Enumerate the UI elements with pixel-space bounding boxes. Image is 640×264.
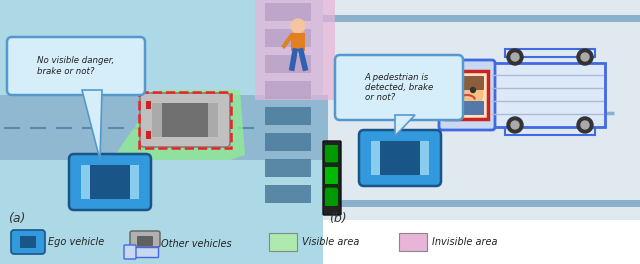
FancyBboxPatch shape [325, 167, 338, 184]
FancyBboxPatch shape [265, 81, 311, 99]
Polygon shape [75, 90, 245, 160]
FancyBboxPatch shape [152, 103, 162, 137]
FancyBboxPatch shape [140, 93, 230, 147]
Circle shape [458, 87, 463, 92]
FancyBboxPatch shape [325, 187, 338, 203]
Text: (a): (a) [8, 212, 26, 225]
FancyBboxPatch shape [376, 141, 424, 175]
Circle shape [451, 77, 483, 109]
Circle shape [511, 53, 519, 61]
FancyBboxPatch shape [490, 63, 605, 127]
FancyBboxPatch shape [69, 154, 151, 210]
Circle shape [507, 117, 523, 133]
Text: Ego vehicle: Ego vehicle [48, 237, 104, 247]
FancyBboxPatch shape [86, 165, 134, 199]
FancyBboxPatch shape [323, 220, 640, 264]
FancyBboxPatch shape [269, 233, 297, 251]
FancyBboxPatch shape [255, 0, 335, 100]
Text: Other vehicles: Other vehicles [161, 239, 232, 249]
FancyBboxPatch shape [20, 236, 36, 248]
FancyBboxPatch shape [0, 0, 323, 220]
FancyBboxPatch shape [323, 0, 640, 220]
Circle shape [581, 121, 589, 129]
FancyBboxPatch shape [359, 130, 441, 186]
Circle shape [470, 87, 476, 92]
FancyBboxPatch shape [446, 71, 488, 119]
FancyBboxPatch shape [291, 33, 305, 51]
Text: Visible area: Visible area [302, 237, 360, 247]
Text: (b): (b) [329, 212, 347, 225]
Circle shape [577, 49, 593, 65]
FancyBboxPatch shape [265, 185, 311, 203]
Circle shape [581, 53, 589, 61]
FancyBboxPatch shape [325, 147, 338, 163]
FancyBboxPatch shape [265, 107, 311, 125]
Text: A pedestrian is
detected, brake
or not?: A pedestrian is detected, brake or not? [365, 73, 433, 102]
FancyBboxPatch shape [132, 247, 158, 257]
FancyBboxPatch shape [420, 141, 429, 175]
FancyBboxPatch shape [265, 55, 311, 73]
FancyBboxPatch shape [265, 159, 311, 177]
Circle shape [577, 117, 593, 133]
FancyBboxPatch shape [323, 141, 341, 215]
Circle shape [511, 121, 519, 129]
FancyBboxPatch shape [323, 200, 640, 207]
FancyBboxPatch shape [7, 37, 145, 95]
Text: Invisible area: Invisible area [432, 237, 497, 247]
FancyBboxPatch shape [154, 103, 216, 137]
FancyBboxPatch shape [124, 245, 136, 259]
FancyBboxPatch shape [265, 29, 311, 47]
FancyBboxPatch shape [81, 165, 90, 199]
FancyBboxPatch shape [265, 133, 311, 151]
FancyBboxPatch shape [450, 76, 484, 90]
FancyBboxPatch shape [137, 236, 153, 246]
FancyBboxPatch shape [450, 101, 484, 115]
FancyBboxPatch shape [335, 55, 463, 120]
Circle shape [507, 49, 523, 65]
FancyBboxPatch shape [208, 103, 218, 137]
FancyBboxPatch shape [439, 60, 495, 130]
FancyBboxPatch shape [325, 189, 338, 206]
FancyBboxPatch shape [323, 15, 640, 22]
FancyBboxPatch shape [146, 101, 151, 109]
FancyBboxPatch shape [265, 3, 311, 21]
FancyBboxPatch shape [371, 141, 380, 175]
Polygon shape [82, 90, 102, 160]
FancyBboxPatch shape [146, 131, 151, 139]
FancyBboxPatch shape [0, 220, 323, 264]
Circle shape [291, 19, 305, 33]
FancyBboxPatch shape [325, 145, 338, 162]
FancyBboxPatch shape [0, 95, 328, 160]
FancyBboxPatch shape [130, 231, 160, 247]
Text: No visible danger,
brake or not?: No visible danger, brake or not? [37, 56, 115, 76]
Polygon shape [395, 115, 415, 136]
FancyBboxPatch shape [325, 167, 338, 183]
FancyBboxPatch shape [11, 230, 45, 254]
FancyBboxPatch shape [130, 165, 139, 199]
FancyBboxPatch shape [399, 233, 427, 251]
